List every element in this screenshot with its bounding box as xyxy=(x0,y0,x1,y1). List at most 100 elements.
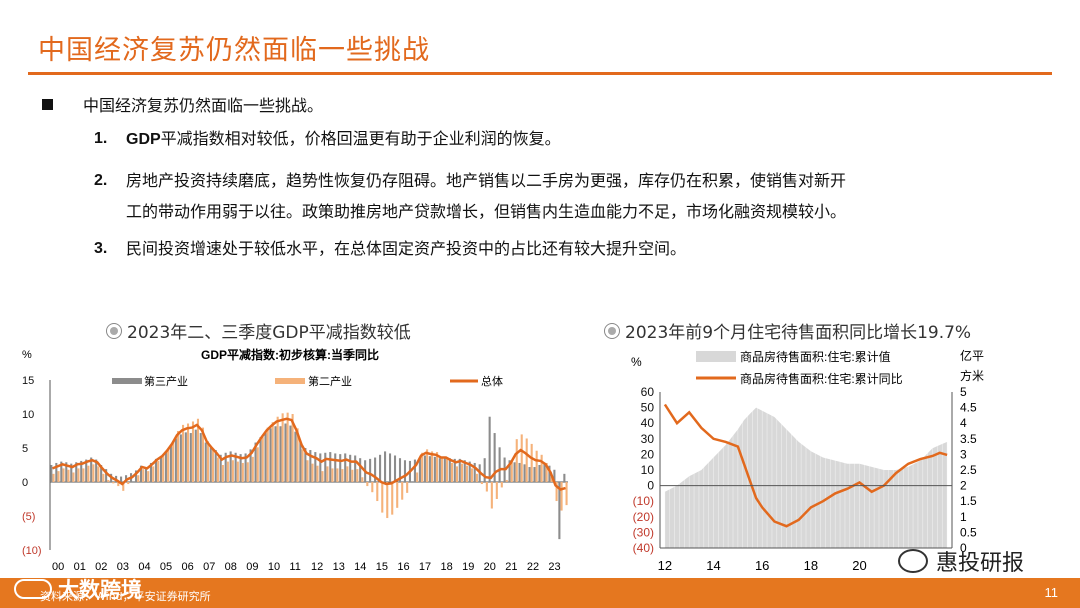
x-tick-label: 23 xyxy=(548,561,560,573)
y-right-tick-label: 2 xyxy=(960,479,967,493)
bar-secondary xyxy=(465,465,468,482)
bar-tertiary xyxy=(418,457,421,482)
bar-secondary xyxy=(560,482,563,511)
bar-secondary xyxy=(172,441,175,482)
bar-secondary xyxy=(346,466,349,482)
legend-total: 总体 xyxy=(481,374,503,388)
radio-circle-icon xyxy=(106,322,122,339)
bar-tertiary xyxy=(80,460,83,482)
bar-tertiary xyxy=(374,457,377,482)
point-3: 3. 民间投资增速处于较低水平，在总体固定资产投资中的占比还有较大提升空间。 xyxy=(94,239,686,264)
point-text: 房地产投资持续磨底，趋势性恢复仍存阻碍。地产销售以二手房为更强，库存仍在积累，使… xyxy=(126,171,847,221)
bar-secondary xyxy=(231,460,234,482)
bar-tertiary xyxy=(234,452,237,482)
bar-secondary xyxy=(376,482,379,502)
bar-tertiary xyxy=(468,461,471,482)
bar-secondary xyxy=(102,473,105,482)
x-tick-label: 20 xyxy=(484,561,496,573)
y-right-tick-label: 4.5 xyxy=(960,401,977,415)
bar-tertiary xyxy=(563,473,566,482)
y-left-tick-label: 60 xyxy=(641,385,655,399)
bar-tertiary xyxy=(144,467,148,482)
bar-secondary xyxy=(186,423,190,482)
bar-tertiary xyxy=(538,465,541,482)
bar-tertiary xyxy=(214,450,217,482)
x-tick-label: 20 xyxy=(852,558,866,573)
bar-tertiary xyxy=(264,433,267,482)
bar-tertiary xyxy=(473,462,476,482)
bar-secondary xyxy=(426,449,429,482)
bar-tertiary xyxy=(274,426,277,482)
x-tick-label: 14 xyxy=(706,558,720,573)
y-left-tick-label: (30) xyxy=(633,525,654,539)
y-tick-label: 0 xyxy=(22,477,28,489)
bar-tertiary xyxy=(523,464,526,482)
bar-tertiary xyxy=(279,426,282,482)
bar-secondary xyxy=(555,482,558,502)
point-text: 民间投资增速处于较低水平，在总体固定资产投资中的占比还有较大提升空间。 xyxy=(126,239,687,258)
chart2-unit-right-1: 亿平 xyxy=(960,348,984,363)
x-tick-label: 13 xyxy=(333,561,345,573)
bar-tertiary xyxy=(548,465,551,482)
logo-icon xyxy=(14,579,52,599)
slide-title: 中国经济复苏仍然面临一些挑战 xyxy=(38,35,430,66)
bar-tertiary xyxy=(70,463,73,482)
watermark-left: 大数跨境 xyxy=(14,574,142,604)
bar-secondary xyxy=(196,418,200,482)
bar-secondary xyxy=(216,457,219,482)
housing-inventory-chart: % 亿平 方米 商品房待售面积:住宅:累计值 商品房待售面积:住宅:累计同比 6… xyxy=(631,348,984,573)
bar-secondary xyxy=(92,464,95,482)
bar-tertiary xyxy=(289,425,292,482)
x-tick-label: 09 xyxy=(246,561,258,573)
bar-secondary xyxy=(266,427,269,482)
bar-tertiary xyxy=(139,465,143,482)
bar-tertiary xyxy=(488,416,491,482)
bar-tertiary xyxy=(85,459,88,482)
bar-secondary xyxy=(67,469,70,482)
bar-tertiary xyxy=(428,456,431,482)
point-number: 2. xyxy=(94,172,108,189)
point-2: 2. 房地产投资持续磨底，趋势性恢复仍存阻碍。地产销售以二手房为更强，库存仍在积… xyxy=(94,171,846,227)
x-tick-label: 21 xyxy=(505,561,517,573)
bar-tertiary xyxy=(543,463,546,482)
bar-secondary xyxy=(341,469,344,482)
chart1-legend: 第三产业 第二产业 总体 xyxy=(112,374,503,388)
y-left-tick-label: 40 xyxy=(641,416,655,430)
bar-secondary xyxy=(396,482,399,508)
bar-secondary xyxy=(271,422,274,482)
y-right-tick-label: 5 xyxy=(960,385,967,399)
point-1: 1. GDP平减指数相对较低，价格回温更有助于企业利润的恢复。 xyxy=(94,129,561,155)
legend-swatch-secondary xyxy=(275,378,305,384)
bar-secondary xyxy=(525,438,528,482)
bar-secondary xyxy=(406,482,409,493)
bar-tertiary xyxy=(194,429,197,482)
bar-tertiary xyxy=(204,442,207,482)
bar-secondary xyxy=(261,437,264,482)
bar-tertiary xyxy=(319,453,322,482)
bar-tertiary xyxy=(518,462,521,482)
bar-tertiary xyxy=(189,433,192,482)
y-right-tick-label: 0.5 xyxy=(960,525,977,539)
point-number: 3. xyxy=(94,240,108,257)
y-left-tick-label: 0 xyxy=(647,479,654,493)
x-tick-label: 18 xyxy=(804,558,818,573)
bar-secondary xyxy=(535,450,538,482)
bar-tertiary xyxy=(65,462,68,482)
main-bullet: 中国经济复苏仍然面临一些挑战。 xyxy=(42,92,323,116)
x-tick-label: 07 xyxy=(203,561,215,573)
bar-tertiary xyxy=(309,450,312,482)
bar-tertiary xyxy=(199,433,202,482)
bar-tertiary xyxy=(269,428,272,482)
line-yoy xyxy=(663,403,948,528)
watermark-right: 惠投研报 xyxy=(898,545,1024,577)
bar-secondary xyxy=(386,482,389,519)
title-divider xyxy=(28,72,1052,75)
bar-tertiary xyxy=(458,458,461,482)
legend-tertiary: 第三产业 xyxy=(144,374,188,388)
bar-secondary xyxy=(475,473,478,482)
gdp-deflator-chart: GDP平减指数:初步核算:当季同比 % 第三产业 第二产业 总体 15 10 5 0 (… xyxy=(22,347,568,573)
bar-tertiary xyxy=(513,462,516,482)
bar-secondary xyxy=(460,463,464,482)
y-left-tick-label: (40) xyxy=(633,541,654,555)
bar-tertiary xyxy=(398,458,402,482)
